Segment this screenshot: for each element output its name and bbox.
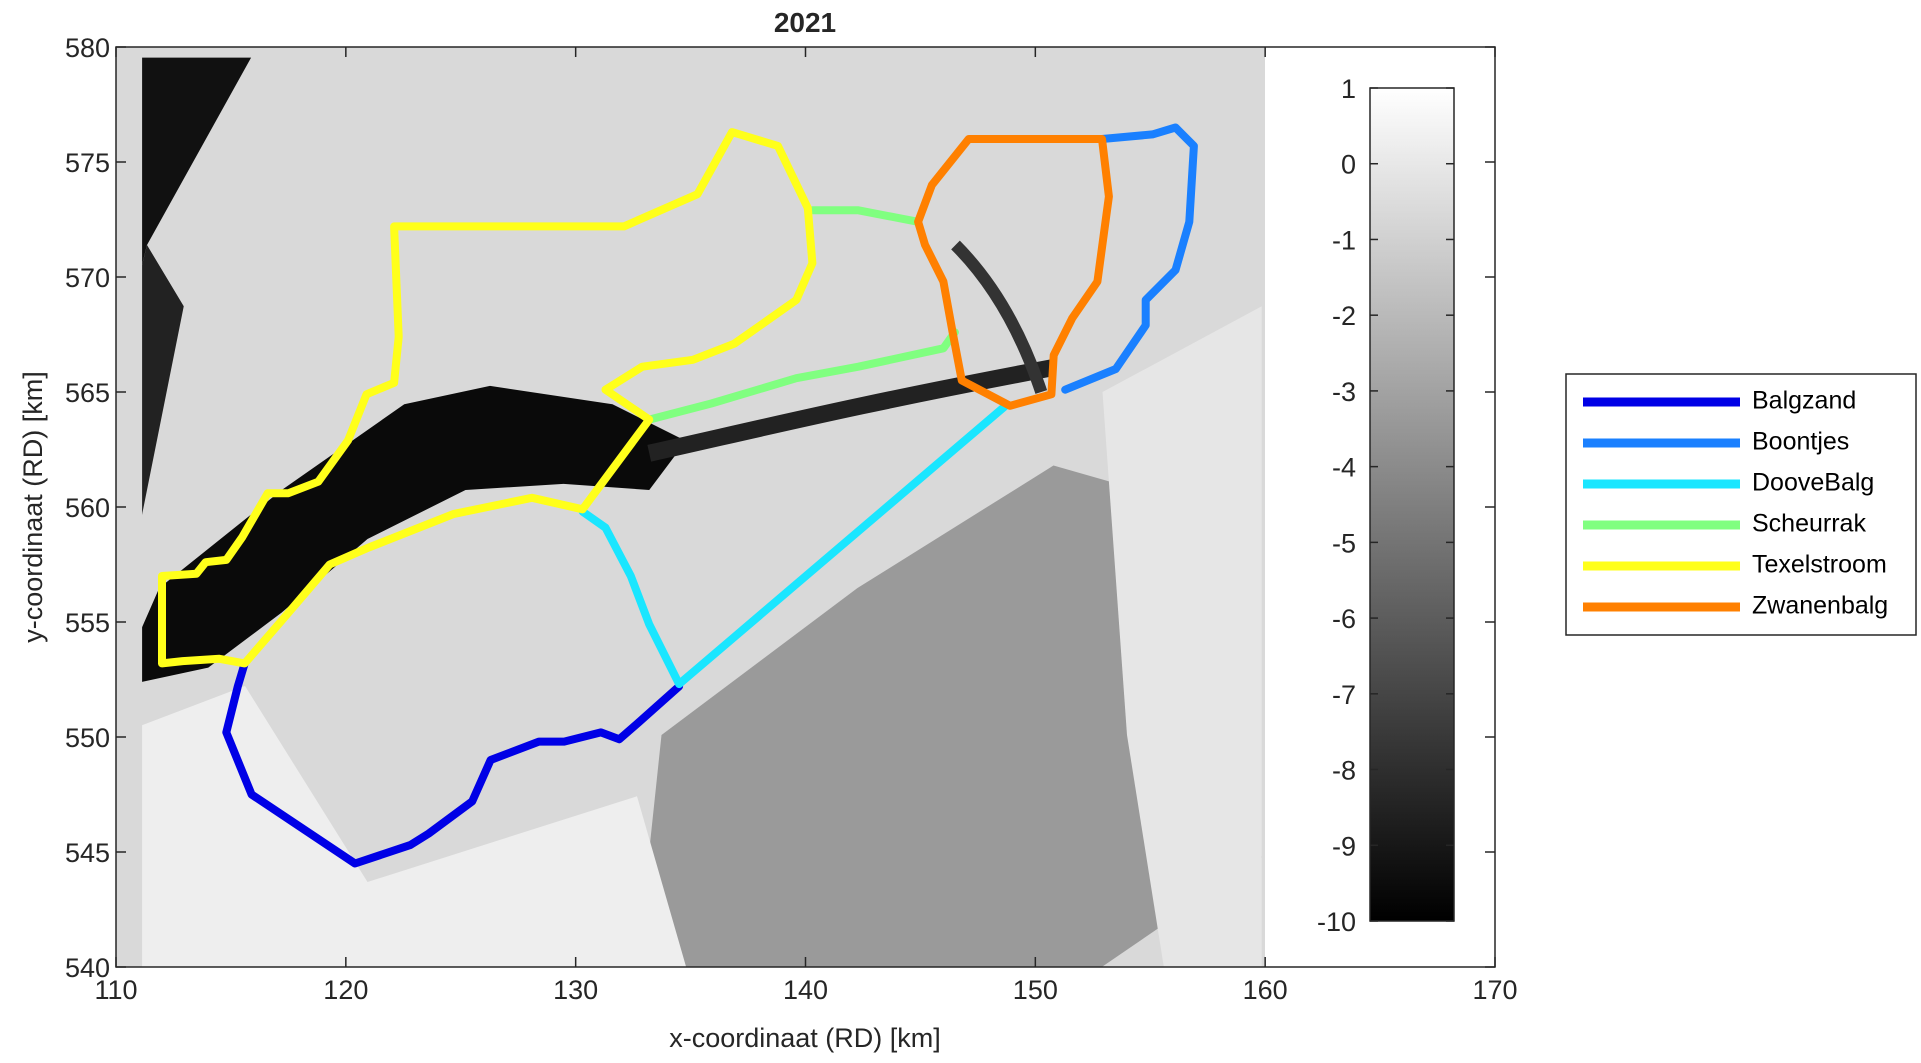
y-tick-label: 560 [65,493,110,523]
colorbar-tick-label: -8 [1332,756,1356,786]
x-tick-label: 130 [553,975,598,1005]
colorbar-tick-label: -7 [1332,680,1356,710]
y-tick-label: 570 [65,263,110,293]
colorbar-tick-label: -10 [1317,907,1356,937]
x-tick-label: 150 [1013,975,1058,1005]
x-tick-label: 120 [323,975,368,1005]
y-axis-label: y-coordinaat (RD) [km] [18,371,48,643]
body: {"chart_data": {"type": "line", "title":… [0,0,1921,1058]
y-tick-label: 540 [65,953,110,983]
colorbar-tick-label: -5 [1332,528,1356,558]
colorbar-tick-label: -2 [1332,301,1356,331]
x-tick-label: 140 [783,975,828,1005]
page: body { margin: 0; width: 1921px; height:… [0,0,1921,1058]
legend-label: Balgzand [1752,387,1856,415]
legend-label: Zwanenbalg [1752,592,1888,620]
y-tick-label: 550 [65,723,110,753]
colorbar-tick-label: 1 [1341,74,1356,104]
y-tick-label: 545 [65,838,110,868]
colorbar-tick-label: -3 [1332,377,1356,407]
y-tick-label: 580 [65,33,110,63]
y-tick-label: 555 [65,608,110,638]
colorbar-tick-label: -9 [1332,831,1356,861]
legend-label: DooveBalg [1752,469,1874,497]
colorbar-tick-label: -1 [1332,225,1356,255]
colorbar-tick-label: -6 [1332,604,1356,634]
chart: 2021 x-coordinaat (RD) [km] y-coordinaat… [0,0,1921,1058]
x-axis-label: x-coordinaat (RD) [km] [669,1023,941,1053]
colorbar-tick-label: -4 [1332,453,1356,483]
legend-label: Boontjes [1752,428,1849,456]
x-tick-label: 170 [1472,975,1517,1005]
colorbar-tick-label: 0 [1341,150,1356,180]
chart-title: 2021 [774,7,836,38]
x-tick-label: 160 [1243,975,1288,1005]
colorbar [1370,88,1454,921]
y-tick-label: 565 [65,378,110,408]
y-tick-label: 575 [65,148,110,178]
legend-label: Scheurrak [1752,510,1866,538]
legend-label: Texelstroom [1752,551,1887,579]
